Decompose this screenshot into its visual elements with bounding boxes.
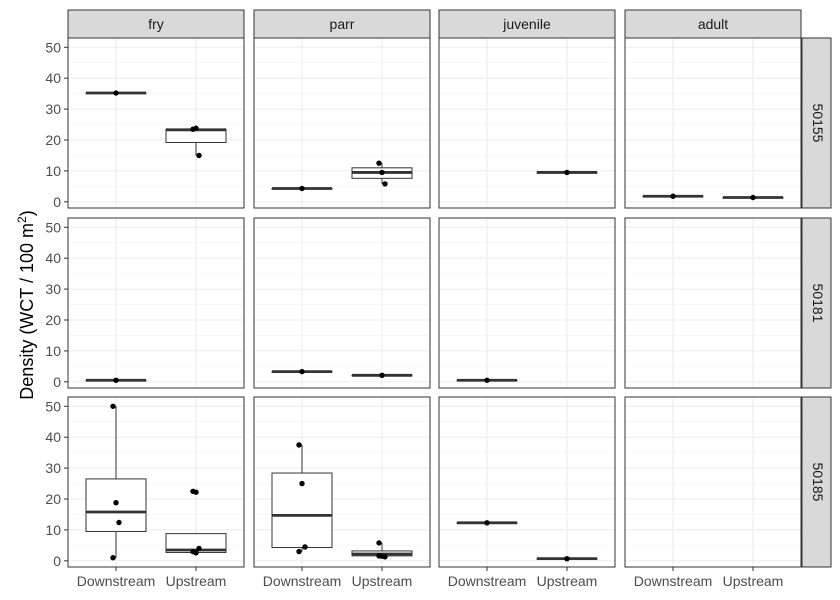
y-tick-label: 20: [45, 312, 61, 328]
column-strip-parr: [253, 9, 431, 39]
y-tick-label: 40: [45, 70, 61, 86]
panel-border-50185-juvenile: [438, 396, 616, 568]
y-tick-label: 10: [45, 522, 61, 538]
box-50181-parr-Downstream-point: [299, 368, 305, 375]
panel-border-50185-parr: [253, 396, 431, 568]
box-50155-fry-Downstream-point: [113, 90, 119, 96]
panel-border-50155-adult: [624, 37, 802, 209]
column-strip-label-parr: parr: [330, 16, 355, 32]
panel-bg-50155-juvenile: [439, 38, 615, 208]
x-tick-label: Downstream: [634, 573, 713, 589]
row-strip-label-50185: 50185: [810, 463, 826, 502]
panel-bg-50181-juvenile: [439, 218, 615, 388]
panel-bg-50185-juvenile: [439, 397, 615, 567]
panel-border-50185-adult: [624, 396, 802, 568]
box-50185-fry-Upstream-point: [196, 545, 202, 552]
panel-border-50181-fry: [67, 217, 245, 389]
y-tick-label: 50: [45, 39, 61, 55]
box-50155-parr-Upstream-point: [382, 181, 388, 187]
panel-border-50155-parr: [253, 37, 431, 209]
panel-border-50181-juvenile: [438, 217, 616, 389]
x-tick-label: Upstream: [166, 573, 227, 589]
box-50181-parr-Upstream-point: [379, 372, 385, 379]
x-tick-label: Upstream: [723, 573, 784, 589]
box-50185-parr-Upstream-point: [382, 554, 388, 560]
y-tick-label: 30: [45, 101, 61, 117]
x-tick-label: Upstream: [537, 573, 598, 589]
box-50155-fry-Upstream-point: [196, 152, 202, 159]
y-tick-label: 40: [45, 250, 61, 266]
box-50155-parr-Downstream-point: [299, 185, 305, 192]
column-strip-juvenile: [438, 9, 616, 39]
box-50185-fry-Upstream-point: [193, 550, 199, 556]
panel-border-50185-fry: [67, 396, 245, 568]
box-50155-fry-Upstream-point: [193, 125, 199, 131]
column-strip-label-fry: fry: [148, 16, 164, 32]
column-strip-label-juvenile: juvenile: [502, 16, 551, 32]
panel-border-50155-fry: [67, 37, 245, 209]
panel-bg-50155-fry: [68, 38, 244, 208]
y-tick-label: 50: [45, 219, 61, 235]
box-50185-parr-Upstream-point: [376, 540, 382, 546]
y-tick-label: 0: [53, 374, 61, 390]
panel-border-50155-juvenile: [438, 37, 616, 209]
box-50185-juvenile-Downstream-point: [484, 520, 490, 526]
box-50185-parr-Downstream-point: [302, 544, 308, 550]
x-tick-label: Upstream: [352, 573, 413, 589]
box-50185-parr-Downstream-point: [296, 442, 302, 448]
y-axis-title-superscript: 2: [15, 216, 29, 223]
row-strip-label-50155: 50155: [810, 104, 826, 143]
row-strip-label-50181: 50181: [810, 284, 826, 323]
row-strip-50155: [801, 37, 832, 209]
y-axis-title-end: ): [17, 210, 37, 216]
box-50185-fry-Downstream-point: [110, 555, 116, 561]
box-50155-parr-Upstream-point: [379, 169, 385, 176]
y-tick-label: 50: [45, 398, 61, 414]
box-50185-parr-Upstream-point: [376, 553, 382, 559]
panel-bg-50155-adult: [625, 38, 801, 208]
box-50185-juvenile-Upstream-point: [564, 555, 570, 562]
x-tick-label: Downstream: [448, 573, 527, 589]
y-tick-label: 20: [45, 132, 61, 148]
box-50155-juvenile-Upstream-point: [564, 169, 570, 176]
y-tick-label: 0: [53, 553, 61, 569]
y-tick-label: 20: [45, 491, 61, 507]
row-strip-50181: [801, 217, 832, 389]
y-tick-label: 40: [45, 429, 61, 445]
y-axis-title: Density (WCT / 100 m2): [15, 210, 37, 399]
y-tick-label: 30: [45, 460, 61, 476]
box-50185-parr-Downstream-point: [299, 480, 305, 487]
box-50185-parr-Downstream-point: [296, 548, 302, 555]
panel-border-50181-parr: [253, 217, 431, 389]
box-50185-fry-Downstream-point: [116, 519, 122, 526]
plot-area: fry parr juvenile adult 50155 50181 50185 0 10 20…: [45, 9, 832, 589]
box-50155-adult-Upstream-point: [750, 194, 756, 201]
y-tick-label: 30: [45, 281, 61, 297]
y-tick-label: 0: [53, 194, 61, 210]
y-tick-label: 10: [45, 343, 61, 359]
panel-bg-50181-fry: [68, 218, 244, 388]
y-tick-label: 10: [45, 163, 61, 179]
panel-border-50181-adult: [624, 217, 802, 389]
panel-bg-50181-parr: [254, 218, 430, 388]
panel-bg-50155-parr: [254, 38, 430, 208]
box-50185-fry-Downstream-point: [113, 500, 119, 506]
x-tick-label: Downstream: [263, 573, 342, 589]
box-50155-parr-Upstream-point: [376, 160, 382, 166]
column-strip-label-adult: adult: [698, 16, 728, 32]
panel-bg-50181-adult: [625, 218, 801, 388]
box-50181-juvenile-Downstream-point: [484, 377, 490, 383]
box-50181-fry-Downstream-point: [113, 377, 119, 383]
x-tick-label: Downstream: [77, 573, 156, 589]
panel-bg-50185-adult: [625, 397, 801, 567]
y-axis-title-text: Density (WCT / 100 m: [17, 223, 37, 400]
row-strip-50185: [801, 396, 832, 568]
box-50155-adult-Downstream-point: [670, 193, 676, 199]
box-50185-fry-Downstream-point: [110, 403, 116, 409]
box-50185-fry-Upstream-point: [193, 489, 199, 495]
